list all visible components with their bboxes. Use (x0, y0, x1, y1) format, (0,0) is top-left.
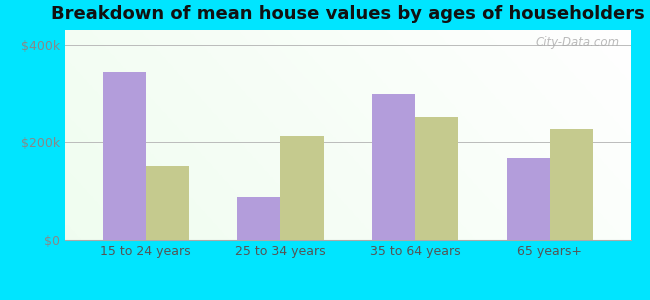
Bar (372, 94, 415, 240)
Legend: Moville, Iowa: Moville, Iowa (261, 296, 434, 300)
Bar (415, 117, 458, 240)
Bar (506, 158, 550, 240)
Bar (550, 129, 593, 240)
Bar (103, 71, 146, 240)
Bar (146, 166, 189, 240)
Title: Breakdown of mean house values by ages of householders: Breakdown of mean house values by ages o… (51, 5, 645, 23)
Bar (280, 136, 324, 240)
Bar (237, 197, 280, 240)
Text: City-Data.com: City-Data.com (535, 36, 619, 49)
